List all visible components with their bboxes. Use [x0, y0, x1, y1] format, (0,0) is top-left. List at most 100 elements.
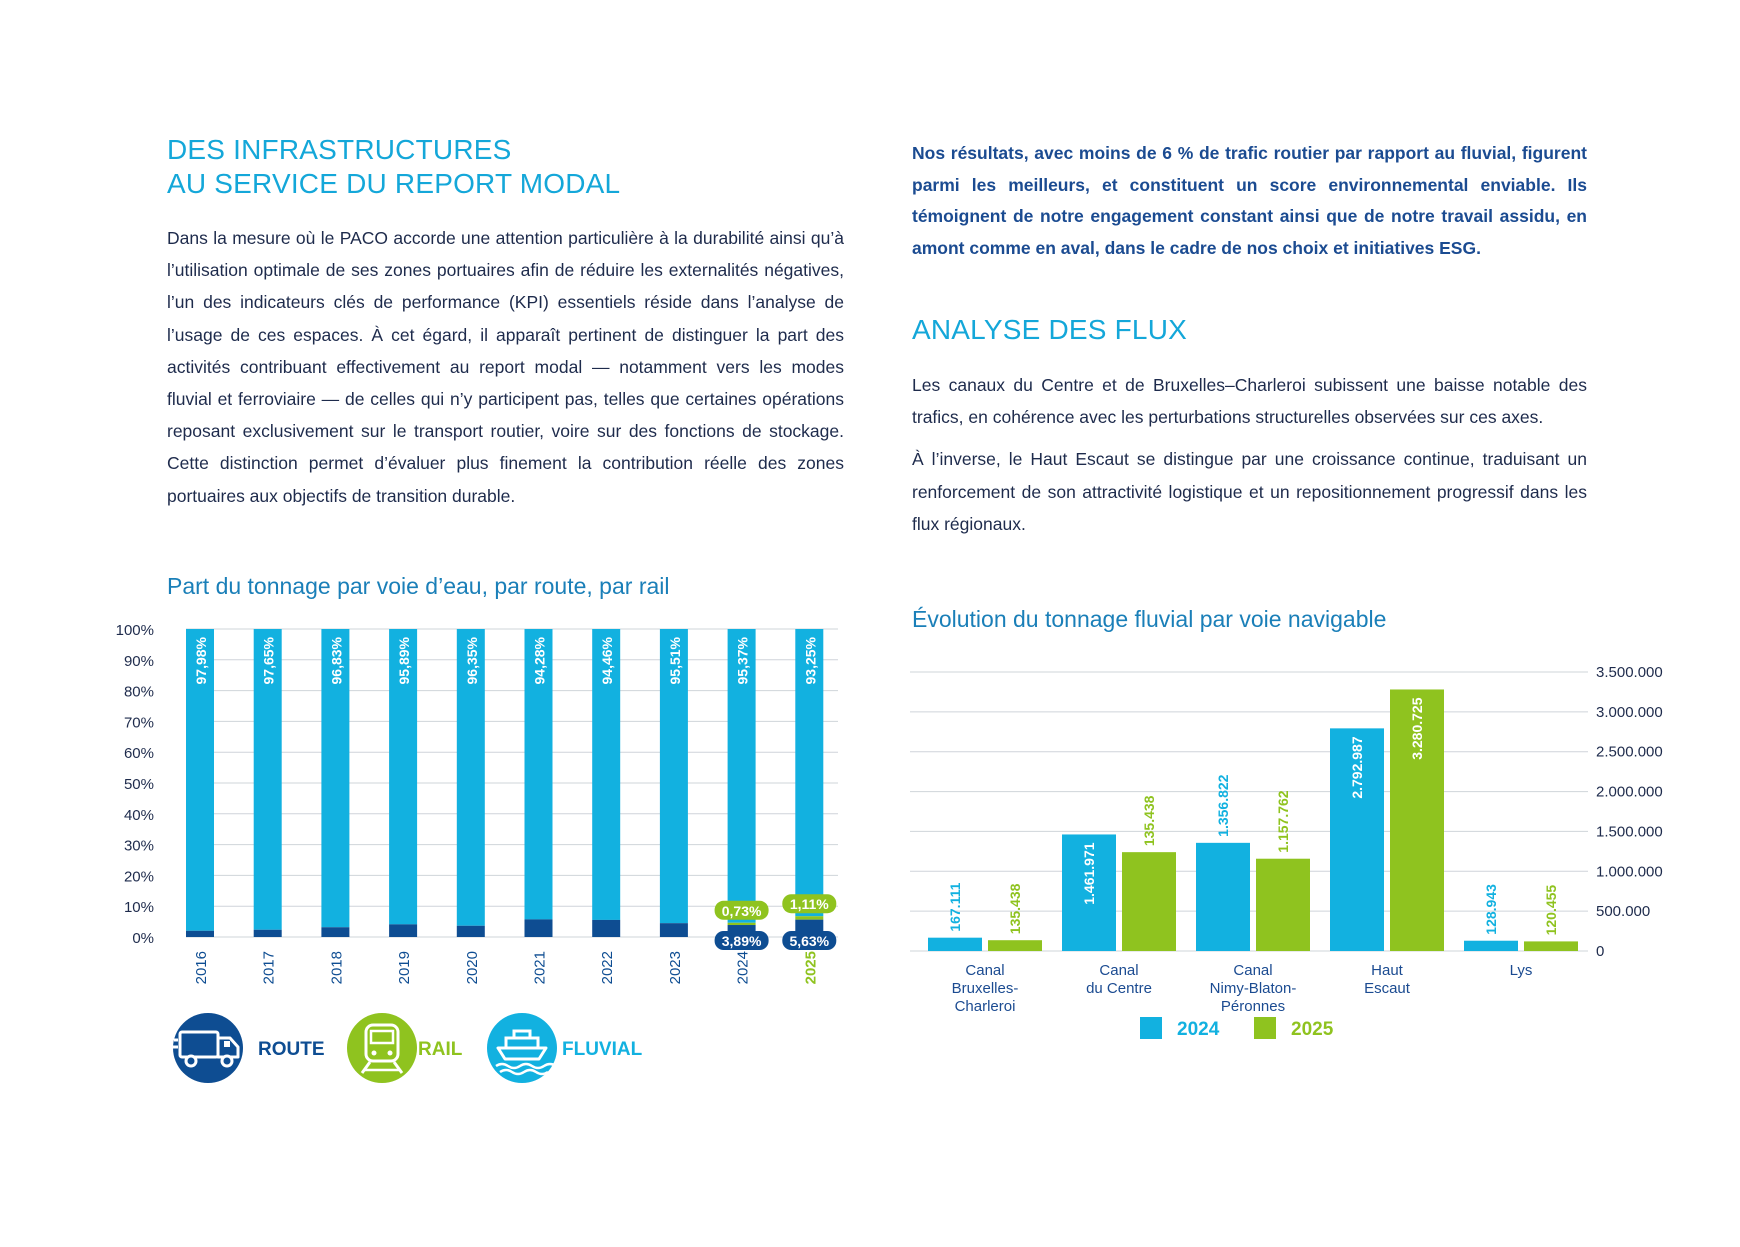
- y-tick-label: 30%: [124, 838, 154, 855]
- y-tick-label: 60%: [124, 745, 154, 762]
- legend-rail-label: RAIL: [418, 1039, 463, 1060]
- modal-share-chart: 100% 90% 80% 70% 60% 50% 40% 30% 20% 10% 0% 97,98%…: [116, 622, 838, 984]
- mode-legend: ROUTE RAIL FLUVIAL: [172, 1012, 732, 1084]
- y-tick-label: 1.500.000: [1596, 823, 1663, 840]
- rail-value-label: 1,11%: [790, 896, 829, 912]
- x-category-label: Bruxelles-: [952, 980, 1019, 997]
- fluvial-value-label: 94,28%: [532, 636, 548, 684]
- x-category-label: Canal: [1099, 962, 1138, 979]
- rail-value-label: 0,73%: [722, 903, 762, 919]
- y-tick-label: 10%: [124, 899, 154, 916]
- flux-heading: ANALYSE DES FLUX: [912, 314, 1187, 345]
- bar-2024-2: [1196, 842, 1250, 951]
- bar-value-label: 135.438: [1007, 883, 1023, 934]
- bar-2024-3: [1330, 728, 1384, 951]
- bar-fluvial-2016: [186, 629, 214, 931]
- bar-value-label: 1.461.971: [1081, 842, 1097, 904]
- x-year-label: 2016: [193, 951, 210, 984]
- bar-rail-2025: [795, 916, 824, 920]
- legend-label-2025: 2025: [1291, 1019, 1334, 1040]
- x-year-label: 2023: [667, 951, 684, 984]
- y-tick-label: 40%: [124, 807, 154, 824]
- bar-route-2016: [186, 930, 214, 937]
- y-tick-label: 2.500.000: [1596, 744, 1663, 761]
- left-paragraph: Dans la mesure où le PACO accorde une at…: [167, 228, 844, 506]
- bar-fluvial-2018: [321, 629, 350, 928]
- x-category-label: Canal: [965, 962, 1004, 979]
- left-heading: DES INFRASTRUCTURES AU SERVICE DU REPORT…: [167, 133, 847, 201]
- fluvial-value-label: 95,51%: [667, 636, 683, 684]
- truck-icon: [172, 1013, 243, 1083]
- x-category-label: Nimy-Blaton-: [1210, 980, 1297, 997]
- bar-fluvial-2025: [795, 629, 824, 917]
- legend-fluvial-label: FLUVIAL: [562, 1039, 643, 1060]
- bar-fluvial-2020: [456, 629, 485, 926]
- bar-2025-4: [1524, 941, 1578, 951]
- y-tick-label: 90%: [124, 653, 154, 670]
- bar-value-label: 3.280.725: [1409, 697, 1425, 759]
- bar-value-label: 167.111: [947, 882, 963, 931]
- y-tick-label: 50%: [124, 776, 154, 793]
- bar-route-2020: [456, 925, 485, 937]
- x-category-label: Lys: [1510, 962, 1533, 979]
- boat-icon: [487, 1013, 557, 1083]
- x-year-label: 2019: [396, 951, 413, 984]
- fluvial-value-label: 93,25%: [802, 636, 818, 684]
- bar-2025-1: [1122, 852, 1176, 951]
- x-year-label: 2025: [802, 951, 819, 984]
- bar-2025-3: [1390, 689, 1444, 951]
- route-value-label: 3,89%: [722, 933, 762, 949]
- fluvial-value-label: 97,98%: [193, 636, 209, 684]
- fluvial-value-label: 96,83%: [328, 636, 344, 684]
- x-year-label: 2020: [464, 951, 481, 984]
- x-category-label: Escaut: [1364, 980, 1411, 997]
- train-icon: [347, 1013, 417, 1083]
- flux-paragraph-2: À l’inverse, le Haut Escaut se distingue…: [912, 449, 1587, 534]
- bar-fluvial-2022: [592, 629, 621, 920]
- x-year-label: 2021: [532, 951, 549, 984]
- bar-value-label: 1.157.762: [1275, 790, 1291, 852]
- bar-2025-2: [1256, 858, 1310, 951]
- y-tick-label: 3.000.000: [1596, 704, 1663, 721]
- bar-route-2018: [321, 927, 350, 937]
- bar-fluvial-2017: [253, 629, 282, 930]
- bar-fluvial-2023: [659, 629, 688, 924]
- flux-text: Les canaux du Centre et de Bruxelles–Cha…: [912, 369, 1587, 550]
- bar-2024-1: [1062, 834, 1116, 951]
- flux-paragraph-1: Les canaux du Centre et de Bruxelles–Cha…: [912, 375, 1587, 428]
- legend-swatch-2024: [1140, 1017, 1162, 1039]
- x-year-label: 2017: [261, 951, 278, 984]
- bar-value-label: 2.792.987: [1349, 736, 1365, 798]
- bar-route-2017: [253, 929, 282, 937]
- bar-fluvial-2021: [524, 629, 553, 920]
- modal-chart-title: Part du tonnage par voie d’eau, par rout…: [167, 573, 670, 599]
- y-tick-label: 500.000: [1596, 903, 1650, 920]
- x-year-label: 2022: [599, 951, 616, 984]
- waterway-chart-title: Évolution du tonnage fluvial par voie na…: [912, 606, 1387, 632]
- y-tick-label: 0: [1596, 943, 1604, 960]
- left-heading-line1: DES INFRASTRUCTURES: [167, 134, 512, 165]
- bar-value-label: 128.943: [1483, 884, 1499, 935]
- x-year-label: 2018: [328, 951, 345, 984]
- fluvial-value-label: 95,89%: [396, 636, 412, 684]
- route-badge: [714, 931, 769, 950]
- results-lead: Nos résultats, avec moins de 6 % de traf…: [912, 143, 1587, 258]
- legend-label-2024: 2024: [1177, 1019, 1220, 1040]
- bar-value-label: 120.455: [1543, 885, 1559, 936]
- y-tick-label: 80%: [124, 684, 154, 701]
- y-tick-label: 2.000.000: [1596, 784, 1663, 801]
- x-category-label: Péronnes: [1221, 998, 1285, 1015]
- fluvial-value-label: 96,35%: [464, 636, 480, 684]
- left-heading-line2: AU SERVICE DU REPORT MODAL: [167, 168, 621, 199]
- x-category-label: du Centre: [1086, 980, 1152, 997]
- bar-2024-4: [1464, 940, 1518, 951]
- fluvial-value-label: 94,46%: [599, 636, 615, 684]
- rail-badge: [714, 900, 769, 920]
- y-tick-label: 70%: [124, 714, 154, 731]
- bar-route-2023: [659, 923, 688, 937]
- route-badge: [782, 931, 837, 950]
- bar-value-label: 1.356.822: [1215, 774, 1231, 836]
- bar-rail-2024: [727, 922, 756, 926]
- bar-2025-0: [988, 940, 1042, 951]
- mode-legend-svg: ROUTE RAIL FLUVIAL: [172, 1013, 643, 1083]
